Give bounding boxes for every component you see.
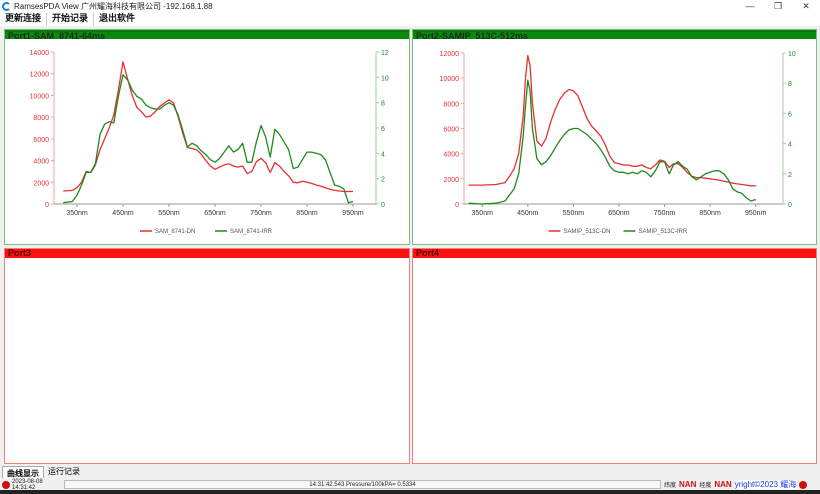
lat-value: NAN [679,480,697,489]
port4-panel: Port4 [412,248,817,464]
legend-label: SAMIP_513C-IRR [639,229,688,235]
right-y-tick-label: 8 [381,101,385,108]
copyright-marquee: yright©2023 耀海科 [734,480,797,489]
right-y-tick-label: 12 [381,50,389,57]
x-tick-label: 850nm [296,210,318,217]
x-tick-label: 750nm [654,210,676,217]
left-y-tick-label: 10000 [440,76,460,83]
left-y-tick-label: 12000 [30,72,50,79]
x-tick-label: 950nm [745,210,767,217]
port1-chart: 0 2000 4000 6000 8000 10000 12000 14000 0 2 4 6 8 10 1… [30,50,389,235]
x-tick-label: 650nm [608,210,630,217]
menu-exit[interactable]: 退出软件 [99,14,136,24]
left-y-tick-label: 6000 [443,127,459,134]
port3-panel: Port3 [4,248,410,464]
lon-value: NAN [714,480,732,489]
port3-title: Port3 [5,249,409,258]
right-y-tick-label: 2 [788,172,792,179]
left-y-tick-label: 2000 [443,177,459,184]
left-y-tick-label: 10000 [30,93,50,100]
status-datetime: 2023-08-08 14:31:42 [12,478,43,491]
maximize-button[interactable]: ❐ [773,1,783,11]
lat-label: 纬度 [664,483,677,489]
right-y-tick-label: 6 [788,111,792,118]
left-y-tick-label: 0 [45,202,49,209]
status-bar: 2023-08-08 14:31:42 14:31:42.543 Pressur… [0,478,820,491]
left-y-tick-label: 8000 [33,115,49,122]
x-tick-label: 350nm [66,210,88,217]
legend-label: SAM_8741-DN [155,229,195,235]
series-line-sam_8741-irr [63,74,354,204]
taskbar-strip [0,490,820,494]
left-y-tick-label: 12000 [440,51,460,58]
legend-label: SAM_8741-IRR [230,229,273,235]
left-y-tick-label: 14000 [30,50,50,57]
x-tick-label: 750nm [250,210,272,217]
x-tick-label: 550nm [158,210,180,217]
menu-bar: 更新连接 开始记录 退出软件 [0,13,820,26]
status-message: 14:31:42.543 Pressure/100kPA= 0.5334 [64,480,661,489]
right-y-tick-label: 0 [788,202,792,209]
port2-chart: 0 2000 4000 6000 8000 10000 12000 0 2 4 6 8 10 350nm 4… [440,51,796,235]
x-tick-label: 650nm [204,210,226,217]
tab-curve-display[interactable]: 曲线显示 [2,466,44,478]
left-y-tick-label: 4000 [33,159,49,166]
minimize-button[interactable]: — [745,1,755,11]
x-tick-label: 450nm [517,210,539,217]
right-y-tick-label: 0 [381,202,385,209]
port4-title: Port4 [413,249,816,258]
lon-label: 经度 [699,483,712,489]
left-y-tick-label: 2000 [33,180,49,187]
right-y-tick-label: 8 [788,81,792,88]
x-tick-label: 450nm [112,210,134,217]
left-y-tick-label: 6000 [33,137,49,144]
x-tick-label: 950nm [342,210,364,217]
x-tick-label: 850nm [699,210,721,217]
close-button[interactable]: ✕ [802,1,810,11]
window-title: RamsesPDA View 广州耀海科技有限公司 -192.168.1.88 [14,2,213,11]
left-y-tick-label: 0 [455,202,459,209]
x-tick-label: 550nm [563,210,585,217]
menu-start-recording[interactable]: 开始记录 [47,13,95,26]
left-y-tick-label: 4000 [443,152,459,159]
right-y-tick-label: 10 [788,51,796,58]
right-y-tick-label: 2 [381,177,385,184]
view-tabs: 曲线显示 运行记录 [2,466,84,478]
right-y-tick-label: 10 [381,75,389,82]
series-line-samip_513c-irr [468,79,756,205]
legend-label: SAMIP_513C-DN [564,229,611,235]
x-tick-label: 350nm [472,210,494,217]
series-line-samip_513c-dn [468,54,756,187]
right-y-tick-label: 4 [788,142,792,149]
window-titlebar: RamsesPDA View 广州耀海科技有限公司 -192.168.1.88 … [0,0,820,13]
right-y-tick-label: 6 [381,126,385,133]
port2-panel: Port2-SAMIP_513C-512ms 0 2000 4000 6000 8000… [412,29,817,245]
connection-indicator-icon [798,480,807,489]
tab-run-log[interactable]: 运行记录 [48,467,80,476]
left-y-tick-label: 8000 [443,101,459,108]
port1-title: Port1-SAM_8741-64ms [5,30,409,39]
menu-update-connection[interactable]: 更新连接 [0,13,48,26]
series-line-sam_8741-dn [63,61,353,193]
status-indicator-icon [2,480,10,489]
app-logo-icon [2,2,11,11]
port1-panel: Port1-SAM_8741-64ms 0 2000 4000 6000 8000 100… [4,29,410,245]
right-y-tick-label: 4 [381,151,385,158]
port2-title: Port2-SAMIP_513C-512ms [413,30,816,39]
